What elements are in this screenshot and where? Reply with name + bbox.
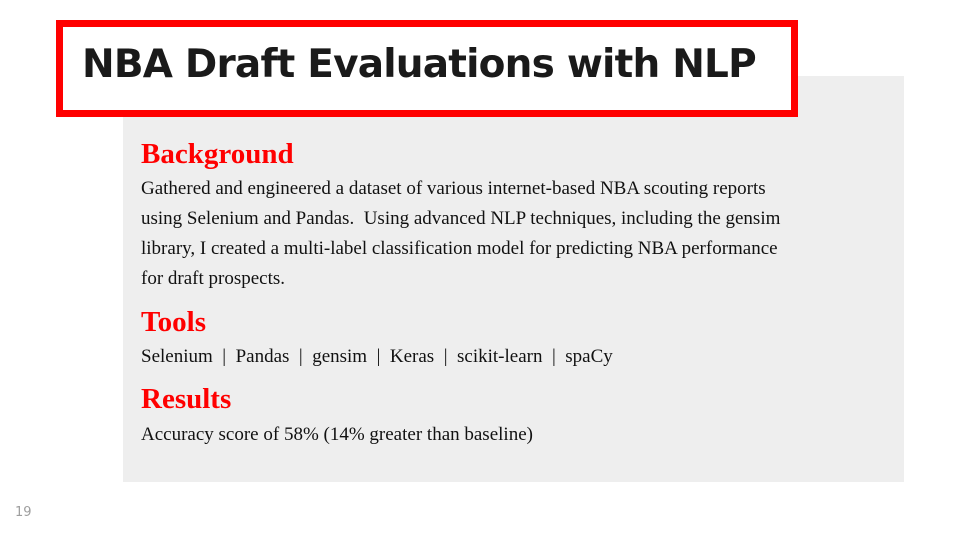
results-text: Accuracy score of 58% (14% greater than … xyxy=(141,424,533,445)
results-heading: Results xyxy=(141,383,232,415)
background-line: using Selenium and Pandas. Using advance… xyxy=(141,208,781,229)
background-line: library, I created a multi-label classif… xyxy=(141,238,778,259)
background-heading: Background xyxy=(141,138,294,170)
title-box xyxy=(56,20,798,117)
tools-heading: Tools xyxy=(141,306,207,338)
tools-list: Selenium | Pandas | gensim | Keras | sci… xyxy=(141,346,613,367)
background-line: Gathered and engineered a dataset of var… xyxy=(141,178,766,199)
content-panel xyxy=(123,76,904,482)
page-number: 19 xyxy=(15,505,32,520)
background-body: Gathered and engineered a dataset of var… xyxy=(141,174,881,294)
slide-title: NBA Draft Evaluations with NLP xyxy=(82,42,757,87)
background-line: for draft prospects. xyxy=(141,268,286,289)
